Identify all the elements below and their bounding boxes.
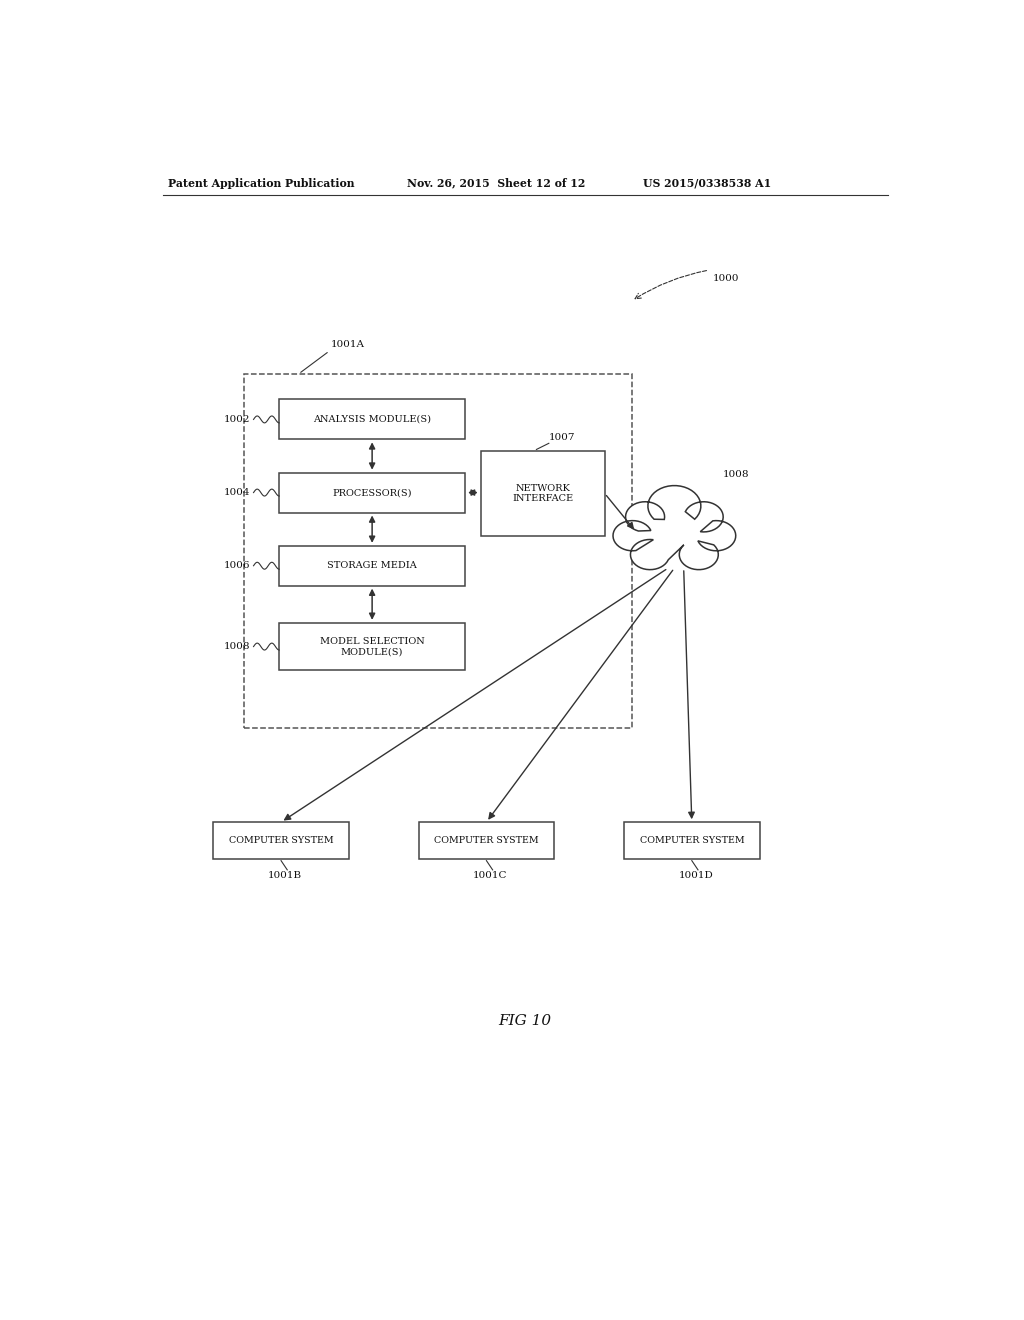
- Bar: [280, 400, 465, 440]
- Bar: [480, 451, 604, 536]
- Text: PROCESSOR(S): PROCESSOR(S): [333, 488, 412, 498]
- Text: NETWORK
INTERFACE: NETWORK INTERFACE: [512, 483, 573, 503]
- Bar: [280, 623, 465, 671]
- Text: Nov. 26, 2015  Sheet 12 of 12: Nov. 26, 2015 Sheet 12 of 12: [407, 178, 586, 189]
- Text: Patent Application Publication: Patent Application Publication: [168, 178, 354, 189]
- Text: 1001C: 1001C: [473, 871, 508, 880]
- Text: ANALYSIS MODULE(S): ANALYSIS MODULE(S): [313, 414, 431, 424]
- Text: 1001D: 1001D: [678, 871, 713, 880]
- Text: COMPUTER SYSTEM: COMPUTER SYSTEM: [640, 836, 744, 845]
- Bar: [213, 822, 349, 859]
- Bar: [624, 822, 760, 859]
- Text: COMPUTER SYSTEM: COMPUTER SYSTEM: [228, 836, 334, 845]
- Text: 1001A: 1001A: [331, 341, 365, 350]
- Text: 1008: 1008: [224, 642, 251, 651]
- Polygon shape: [613, 486, 736, 570]
- Text: US 2015/0338538 A1: US 2015/0338538 A1: [643, 178, 772, 189]
- Text: 1001B: 1001B: [268, 871, 302, 880]
- Bar: [280, 545, 465, 586]
- Bar: [280, 473, 465, 512]
- Text: MODEL SELECTION
MODULE(S): MODEL SELECTION MODULE(S): [319, 636, 425, 656]
- Text: 1000: 1000: [713, 275, 739, 282]
- Text: 1006: 1006: [224, 561, 251, 570]
- Bar: [419, 822, 554, 859]
- Text: COMPUTER SYSTEM: COMPUTER SYSTEM: [434, 836, 539, 845]
- Bar: [245, 374, 632, 729]
- Text: FIG 10: FIG 10: [499, 1014, 551, 1028]
- Text: 1002: 1002: [224, 414, 251, 424]
- Text: 1008: 1008: [723, 470, 750, 479]
- Text: 1004: 1004: [224, 488, 251, 498]
- Text: 1007: 1007: [549, 433, 575, 442]
- Text: STORAGE MEDIA: STORAGE MEDIA: [328, 561, 417, 570]
